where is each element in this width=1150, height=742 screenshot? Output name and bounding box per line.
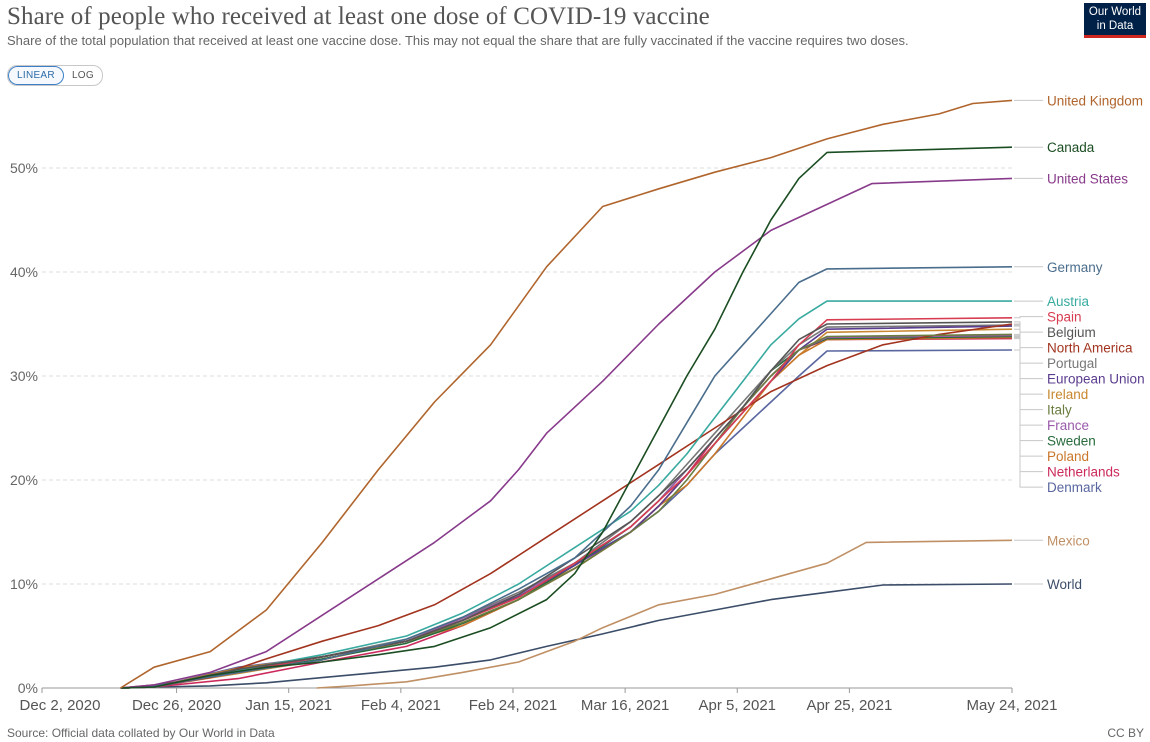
- series-label: World: [1047, 577, 1082, 592]
- x-tick-label: May 24, 2021: [967, 697, 1058, 714]
- x-tick-label: Dec 2, 2020: [20, 697, 101, 714]
- series-label: Germany: [1047, 260, 1103, 275]
- series-line: [120, 325, 1013, 689]
- y-tick-label: 50%: [10, 160, 38, 176]
- x-tick-label: Mar 16, 2021: [581, 697, 669, 714]
- series-line: [120, 324, 1013, 689]
- series-line: [120, 99, 1013, 689]
- series-label: Spain: [1047, 310, 1082, 325]
- x-tick-label: Feb 4, 2021: [361, 697, 441, 714]
- series-label: Poland: [1047, 449, 1089, 464]
- series-line: [120, 333, 1013, 689]
- series-labels: United Kingdom Canada United States Germany…: [1014, 93, 1145, 592]
- label-connector: [1014, 333, 1043, 411]
- series-label: Austria: [1047, 294, 1090, 309]
- series-label: Canada: [1047, 140, 1095, 155]
- logo-line-1: Our World: [1088, 6, 1142, 18]
- series-line: [120, 177, 1013, 689]
- series-line: [120, 583, 1013, 689]
- y-tick-label: 0%: [18, 680, 38, 696]
- series-label: Denmark: [1047, 480, 1102, 495]
- series-lines: [120, 99, 1013, 689]
- source-note: Source: Official data collated by Our Wo…: [7, 726, 275, 740]
- series-line: [120, 323, 1013, 689]
- axes: 0% 10% 20% 30% 40% 50% Dec 2, 2020 Dec 26, 2020…: [10, 160, 1057, 714]
- series-line: [120, 266, 1013, 689]
- owid-logo[interactable]: Our World in Data: [1084, 3, 1146, 38]
- series-label: Ireland: [1047, 387, 1088, 402]
- series-line: [120, 336, 1013, 689]
- series-label: North America: [1047, 341, 1133, 356]
- series-label: Mexico: [1047, 533, 1090, 548]
- label-connector: [1014, 316, 1043, 319]
- series-line: [120, 349, 1013, 689]
- series-line: [120, 335, 1013, 689]
- series-line: [120, 317, 1013, 689]
- series-label: Sweden: [1047, 434, 1096, 449]
- series-label: Italy: [1047, 403, 1072, 418]
- series-line: [120, 300, 1012, 689]
- series-line: [120, 337, 1013, 689]
- chart-title: Share of people who received at least on…: [7, 3, 710, 30]
- series-label: United States: [1047, 171, 1128, 186]
- series-label: France: [1047, 418, 1089, 433]
- label-connector: [1014, 324, 1043, 364]
- license-link[interactable]: CC BY: [1107, 726, 1144, 740]
- label-connector: [1014, 338, 1043, 473]
- series-label: Belgium: [1047, 325, 1096, 340]
- scale-toggle: LINEAR LOG: [7, 65, 103, 86]
- x-tick-label: Apr 25, 2021: [806, 697, 892, 714]
- x-tick-label: Feb 24, 2021: [469, 697, 557, 714]
- linear-scale-button[interactable]: LINEAR: [8, 66, 64, 85]
- y-tick-label: 40%: [10, 264, 38, 280]
- log-scale-button[interactable]: LOG: [71, 70, 94, 81]
- series-label: Netherlands: [1047, 465, 1120, 480]
- label-connector: [1014, 337, 1043, 457]
- chart-subtitle: Share of the total population that recei…: [7, 33, 909, 48]
- series-line: [120, 328, 1013, 689]
- grid-lines: [42, 167, 1012, 585]
- logo-line-2: in Data: [1096, 20, 1134, 32]
- y-tick-label: 10%: [10, 576, 38, 592]
- series-label: European Union: [1047, 372, 1145, 387]
- y-tick-label: 20%: [10, 472, 38, 488]
- x-tick-label: Apr 5, 2021: [698, 697, 776, 714]
- series-line: [120, 334, 1013, 689]
- series-line: [120, 321, 1013, 689]
- x-tick-label: Dec 26, 2020: [132, 697, 221, 714]
- series-label: United Kingdom: [1047, 93, 1143, 108]
- label-connector: [1014, 349, 1043, 488]
- y-tick-label: 30%: [10, 368, 38, 384]
- label-connector: [1014, 321, 1043, 333]
- x-tick-label: Jan 15, 2021: [245, 697, 332, 714]
- series-label: Portugal: [1047, 356, 1097, 371]
- label-connector: [1014, 334, 1043, 426]
- series-line: [120, 146, 1013, 689]
- series-line: [316, 539, 1013, 689]
